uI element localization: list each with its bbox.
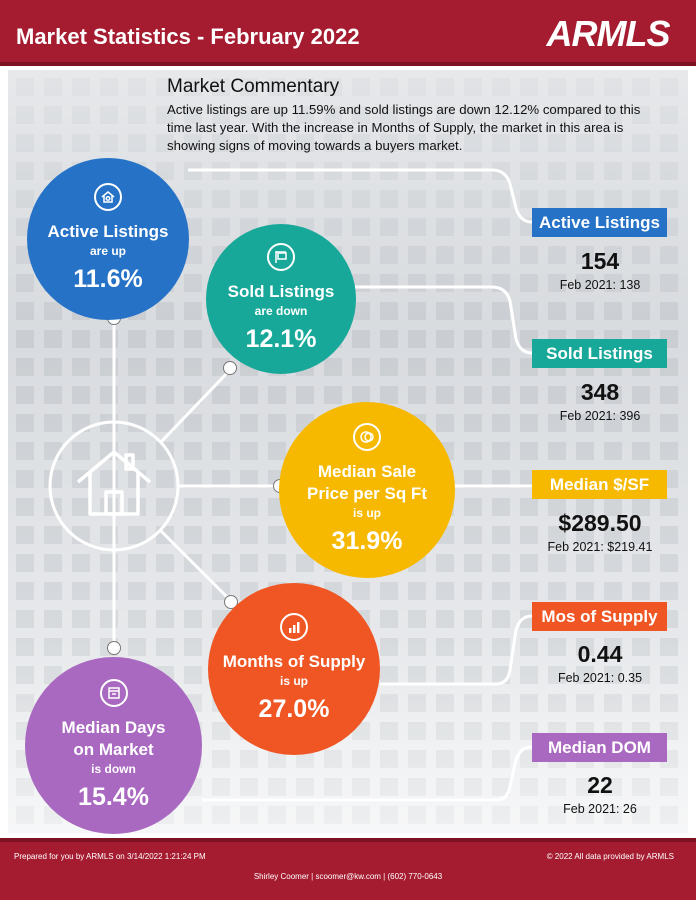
sold-listings-bubble: Sold Listings are down 12.1% bbox=[206, 224, 356, 374]
median-dom-bubble: Median Days on Market is down 15.4% bbox=[25, 657, 202, 834]
median-dom-percent: 15.4% bbox=[78, 782, 149, 811]
median-dom-direction: is down bbox=[91, 761, 136, 776]
sold-listings-percent: 12.1% bbox=[245, 325, 317, 353]
calendar-icon bbox=[99, 678, 128, 707]
sold-listings-title: Sold Listings bbox=[227, 282, 335, 301]
median-price-previous: Feb 2021: $219.41 bbox=[547, 540, 653, 554]
active-listings-label: Active Listings bbox=[532, 208, 667, 237]
bar-chart-icon bbox=[280, 613, 308, 641]
sold-listings-stat: 348 Feb 2021: 396 bbox=[525, 378, 675, 424]
months-of-supply-label: Mos of Supply bbox=[532, 602, 667, 631]
node-dot bbox=[107, 641, 121, 655]
active-listings-value: 154 bbox=[580, 248, 620, 274]
logo-text: ARMLS bbox=[546, 14, 671, 52]
sold-listings-label: Sold Listings bbox=[532, 339, 667, 368]
median-dom-title-line1: Median Days bbox=[61, 717, 166, 737]
money-icon bbox=[353, 423, 381, 451]
header-bar: Market Statistics - February 2022 ARMLS bbox=[0, 0, 696, 62]
median-price-title-line2: Price per Sq Ft bbox=[307, 484, 427, 503]
sold-listings-previous: Feb 2021: 396 bbox=[559, 409, 641, 423]
median-price-percent: 31.9% bbox=[331, 527, 403, 555]
house-hub-circle bbox=[48, 420, 180, 552]
median-dom-value: 22 bbox=[587, 772, 613, 798]
median-dom-title-line2: on Market bbox=[73, 739, 154, 759]
median-price-label: Median $/SF bbox=[532, 470, 667, 499]
median-dom-label: Median DOM bbox=[532, 733, 667, 762]
active-listings-title: Active Listings bbox=[47, 222, 169, 241]
sold-listings-value: 348 bbox=[580, 379, 620, 405]
armls-logo: ARMLS bbox=[546, 14, 672, 52]
copyright-text: © 2022 All data provided by ARMLS bbox=[546, 852, 674, 861]
median-price-bubble: Median Sale Price per Sq Ft is up 31.9% bbox=[279, 402, 455, 578]
active-listings-previous: Feb 2021: 138 bbox=[559, 278, 641, 292]
months-of-supply-stat: 0.44 Feb 2021: 0.35 bbox=[525, 640, 675, 686]
months-of-supply-title: Months of Supply bbox=[222, 652, 366, 671]
house-icon bbox=[76, 450, 152, 516]
sold-listings-direction: are down bbox=[254, 304, 308, 318]
months-of-supply-percent: 27.0% bbox=[258, 695, 330, 723]
median-price-value: $289.50 bbox=[558, 510, 642, 536]
median-price-title-line1: Median Sale bbox=[317, 462, 417, 481]
footer-divider bbox=[0, 838, 696, 842]
commentary-text: Active listings are up 11.59% and sold l… bbox=[167, 102, 641, 153]
market-commentary: Market Commentary Active listings are up… bbox=[167, 76, 667, 155]
agent-contact-text: Shirley Coomer | scoomer@kw.com | (602) … bbox=[253, 872, 443, 881]
house-search-icon bbox=[94, 183, 122, 211]
active-listings-direction: are up bbox=[89, 244, 126, 258]
header-divider bbox=[0, 62, 696, 66]
active-listings-percent: 11.6% bbox=[73, 265, 143, 293]
prepared-by-text: Prepared for you by ARMLS on 3/14/2022 1… bbox=[14, 852, 206, 861]
months-of-supply-bubble: Months of Supply is up 27.0% bbox=[208, 583, 380, 755]
months-of-supply-direction: is up bbox=[279, 674, 308, 688]
median-price-direction: is up bbox=[352, 506, 381, 520]
median-dom-stat: 22 Feb 2021: 26 bbox=[525, 771, 675, 817]
median-dom-previous: Feb 2021: 26 bbox=[563, 802, 637, 816]
sold-sign-icon bbox=[267, 243, 295, 271]
months-of-supply-value: 0.44 bbox=[577, 641, 623, 667]
active-listings-bubble: Active Listings are up 11.6% bbox=[27, 158, 189, 320]
median-price-stat: $289.50 Feb 2021: $219.41 bbox=[525, 509, 675, 555]
commentary-title: Market Commentary bbox=[167, 76, 340, 97]
active-listings-stat: 154 Feb 2021: 138 bbox=[525, 247, 675, 293]
node-dot bbox=[223, 361, 237, 375]
page-title: Market Statistics - February 2022 bbox=[16, 24, 360, 49]
months-of-supply-previous: Feb 2021: 0.35 bbox=[557, 671, 643, 685]
footer-bar: Prepared for you by ARMLS on 3/14/2022 1… bbox=[0, 842, 696, 900]
